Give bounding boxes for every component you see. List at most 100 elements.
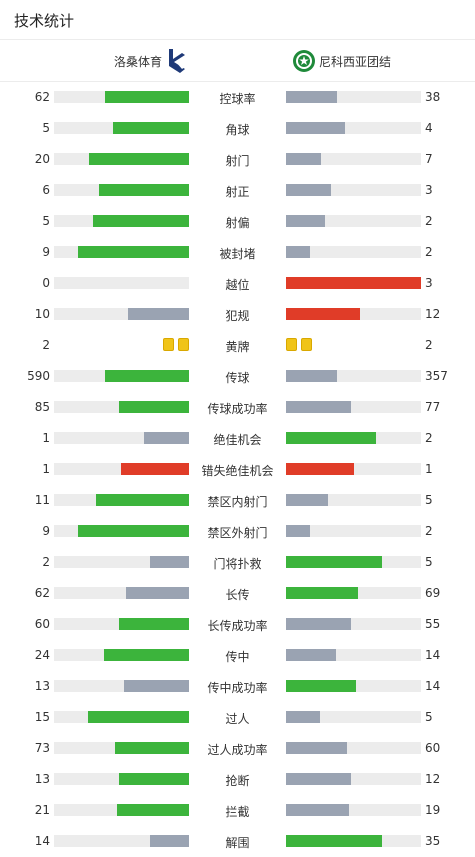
home-stat-bar (54, 277, 189, 289)
away-stat-bar (286, 742, 421, 754)
home-team-name[interactable]: 洛桑体育 (114, 55, 163, 69)
away-stat-bar (286, 246, 421, 258)
home-stat-value: 0 (42, 276, 50, 290)
yellow-card-icon (178, 338, 189, 351)
away-stat-value: 19 (425, 803, 441, 817)
stat-label: 门将扑救 (213, 557, 262, 571)
away-stat-value: 14 (425, 679, 441, 693)
home-stat-value: 590 (27, 369, 50, 383)
home-stat-value: 21 (34, 803, 50, 817)
away-stat-value: 357 (425, 369, 448, 383)
stat-label: 错失绝佳机会 (201, 464, 274, 478)
away-stat-bar-fill (286, 742, 347, 754)
stat-label: 传中成功率 (207, 681, 268, 695)
home-stat-bar-fill (99, 184, 189, 196)
away-stat-value: 2 (425, 431, 433, 445)
stat-row: 5 角球 4 (0, 113, 475, 144)
stat-label: 射正 (225, 185, 250, 199)
page-title: 技术统计 (14, 12, 75, 30)
home-stat-value: 2 (42, 338, 50, 352)
yellow-card-icon (286, 338, 297, 351)
away-stat-value: 69 (425, 586, 441, 600)
home-stat-bar-fill (128, 308, 189, 320)
stat-label: 过人 (225, 712, 250, 726)
away-stat-value: 14 (425, 648, 441, 662)
home-stat-bar (54, 153, 189, 165)
stat-row: 60 长传成功率 55 (0, 609, 475, 640)
yellow-card-icon (163, 338, 174, 351)
stat-row: 21 拦截 19 (0, 795, 475, 826)
home-stat-bar (54, 184, 189, 196)
away-stat-bar (286, 649, 421, 661)
away-stat-bar (286, 773, 421, 785)
away-stat-bar-fill (286, 184, 331, 196)
stat-label: 传球成功率 (207, 402, 268, 416)
away-stat-bar-fill (286, 432, 376, 444)
home-stat-bar (54, 587, 189, 599)
home-stat-value: 2 (42, 555, 50, 569)
away-stat-bar-fill (286, 649, 336, 661)
home-team-logo-icon[interactable] (166, 47, 188, 75)
stat-row: 13 传中成功率 14 (0, 671, 475, 702)
away-stat-bar-fill (286, 618, 351, 630)
away-stat-bar (286, 184, 421, 196)
home-stat-bar (54, 804, 189, 816)
stat-row: 590 传球 357 (0, 361, 475, 392)
home-stat-bar-fill (126, 587, 189, 599)
home-stat-value: 15 (34, 710, 50, 724)
away-stat-bar-fill (286, 711, 320, 723)
away-stat-bar (286, 804, 421, 816)
stat-label: 射偏 (225, 216, 250, 230)
away-team-logo-icon[interactable] (292, 49, 316, 73)
away-stat-bar (286, 122, 421, 134)
away-stat-bar-fill (286, 401, 351, 413)
home-stat-value: 73 (34, 741, 50, 755)
home-stat-value: 9 (42, 524, 50, 538)
home-stat-value: 13 (34, 679, 50, 693)
stat-label: 长传成功率 (207, 619, 268, 633)
stat-row: 73 过人成功率 60 (0, 733, 475, 764)
stat-label: 绝佳机会 (213, 433, 262, 447)
away-stat-bar-fill (286, 494, 328, 506)
away-stat-bar (286, 432, 421, 444)
home-stat-bar (54, 432, 189, 444)
home-stat-bar-fill (121, 463, 189, 475)
away-stat-bar (286, 153, 421, 165)
away-stat-value: 12 (425, 307, 441, 321)
away-stat-bar-fill (286, 308, 360, 320)
stat-row: 9 被封堵 2 (0, 237, 475, 268)
home-stat-value: 13 (34, 772, 50, 786)
away-stat-value: 5 (425, 710, 433, 724)
stat-label: 传中 (225, 650, 250, 664)
stat-label: 抢断 (225, 774, 250, 788)
home-stat-bar (54, 122, 189, 134)
away-stat-bar-fill (286, 773, 351, 785)
home-stat-bar (54, 835, 189, 847)
stat-row: 2 黄牌 2 (0, 330, 475, 361)
away-stat-bar (286, 680, 421, 692)
stat-row: 11 禁区内射门 5 (0, 485, 475, 516)
away-stat-bar-fill (286, 804, 349, 816)
home-stat-bar-fill (78, 525, 189, 537)
home-stat-value: 24 (34, 648, 50, 662)
away-stat-bar-fill (286, 835, 382, 847)
stat-row: 10 犯规 12 (0, 299, 475, 330)
home-stat-value: 5 (42, 214, 50, 228)
away-stat-bar-fill (286, 587, 358, 599)
away-stat-bar (286, 835, 421, 847)
home-stat-bar (54, 680, 189, 692)
home-stat-bar (54, 556, 189, 568)
away-stat-value: 2 (425, 245, 433, 259)
away-team-name[interactable]: 尼科西亚团结 (319, 55, 392, 69)
away-stat-bar-fill (286, 122, 345, 134)
stat-row: 0 越位 3 (0, 268, 475, 299)
home-stat-bar-fill (144, 432, 189, 444)
stat-row: 15 过人 5 (0, 702, 475, 733)
home-stat-value: 1 (42, 462, 50, 476)
home-stat-value: 62 (34, 90, 50, 104)
away-stat-bar (286, 711, 421, 723)
away-stat-value: 2 (425, 214, 433, 228)
away-stat-bar-fill (286, 246, 310, 258)
stat-label: 犯规 (225, 309, 250, 323)
away-stat-value: 1 (425, 462, 433, 476)
